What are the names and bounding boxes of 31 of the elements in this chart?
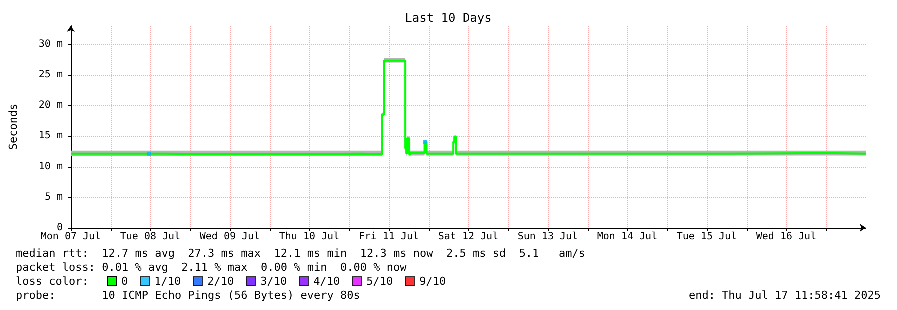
legend-label: 0 [122, 275, 128, 288]
y-axis-title: Seconds [7, 104, 20, 150]
text: median rtt: 12.7 ms avg 27.3 ms max 12.1 ms min 12.3 ms now 2.5 ms sd 5.1 am/s [16, 247, 586, 260]
y-tick-label: 20 m [38, 100, 63, 112]
legend-label: 4/10 [314, 275, 340, 288]
legend-label: 9/10 [420, 275, 446, 288]
legend-label: 2/10 [208, 275, 234, 288]
y-tick-label: 15 m [38, 130, 63, 142]
x-tick-label: Thu 10 Jul [279, 232, 340, 242]
x-tick-label: Sat 12 Jul [438, 232, 499, 242]
x-tick-label: Tue 08 Jul [120, 232, 181, 242]
text: probe: 10 ICMP Echo Pings (56 Bytes) every 80s [16, 289, 360, 302]
x-tick-label: Tue 15 Jul [676, 232, 738, 242]
text: packet loss: 0.01 % avg 2.11 % max 0.00 % min 0.00 % now [16, 261, 408, 274]
y-tick-label: 25 m [38, 69, 63, 80]
y-tick-label: 30 m [38, 38, 63, 50]
y-tick-label: 5 m [44, 192, 63, 203]
text: end: Thu Jul 17 11:58:41 2025 [688, 289, 882, 302]
x-tick-label: Mon 07 Jul [40, 232, 102, 242]
chart-title: Last 10 Days [405, 11, 492, 25]
x-tick-label: Wed 16 Jul [756, 232, 817, 242]
legend-label: 1/10 [154, 275, 182, 288]
x-tick-label: Fri 11 Jul [358, 232, 420, 242]
x-tick-label: Sun 13 Jul [518, 232, 578, 242]
y-tick-label: 0 [56, 222, 63, 234]
legend-label: 5/10 [366, 275, 394, 288]
y-tick-label: 10 m [38, 161, 63, 172]
legend-label: 3/10 [260, 275, 288, 288]
x-tick-label: Wed 09 Jul [200, 232, 260, 242]
x-tick-label: Mon 14 Jul [597, 232, 658, 242]
legend-title: loss color: [16, 275, 89, 288]
